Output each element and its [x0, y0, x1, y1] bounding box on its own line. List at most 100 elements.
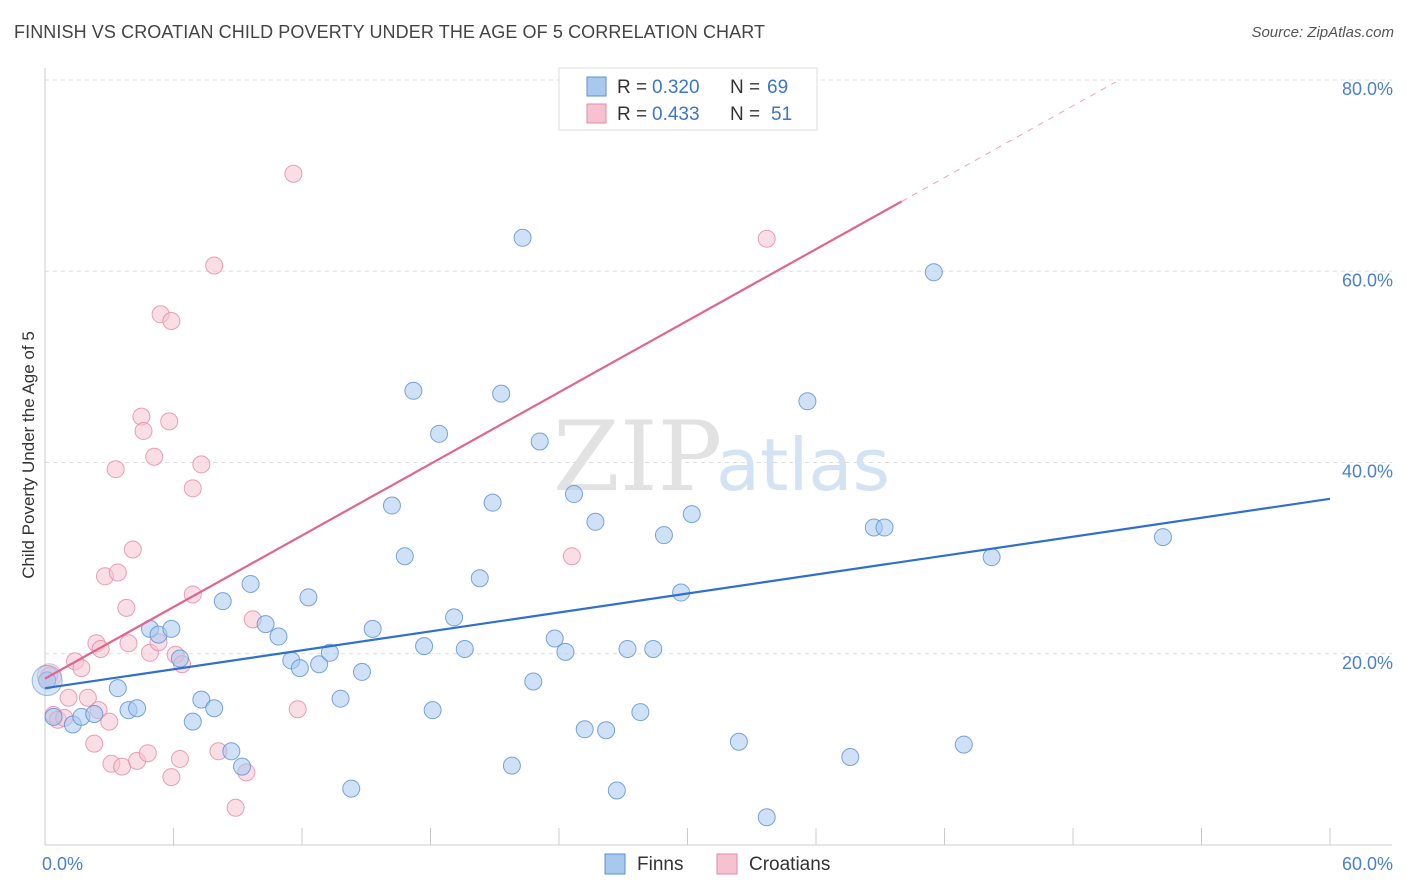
legend-croatians-r-label: R = [617, 104, 647, 125]
chart-source: Source: ZipAtlas.com [1251, 24, 1394, 41]
legend-croatians-r-value: 0.433 [652, 104, 700, 125]
point-croatians [757, 229, 776, 248]
point-finns [654, 526, 673, 545]
point-finns [256, 615, 275, 634]
point-croatians [226, 798, 245, 817]
legend-croatians-n-value: 51 [771, 104, 792, 125]
point-finns [530, 432, 549, 451]
point-finns [342, 779, 361, 798]
point-finns [108, 679, 127, 698]
point-finns [875, 518, 894, 537]
point-finns [564, 485, 583, 504]
point-finns [310, 655, 329, 674]
trend-line-croatians-extension [901, 81, 1117, 202]
point-finns [299, 588, 318, 607]
series-croatians-points [36, 164, 776, 817]
point-finns [415, 637, 434, 656]
point-finns [363, 619, 382, 638]
y-tick-labels: 20.0% 40.0% 60.0% 80.0% [1342, 79, 1393, 673]
point-croatians [59, 688, 78, 707]
point-finns [798, 392, 817, 411]
point-croatians [183, 479, 202, 498]
legend-swatch-croatians [586, 103, 607, 124]
legend-swatch-finns [586, 76, 607, 97]
point-finns [597, 721, 616, 740]
point-finns [502, 756, 521, 775]
point-finns [545, 629, 564, 648]
point-croatians [160, 412, 179, 431]
point-finns [757, 808, 776, 827]
series-finns-points [31, 228, 1172, 827]
point-finns [841, 748, 860, 767]
point-croatians [108, 563, 127, 582]
point-finns [682, 505, 701, 524]
bottom-legend-swatch-croatians [716, 853, 738, 875]
point-croatians [145, 447, 164, 466]
x-tick-label: 60.0% [1342, 854, 1393, 874]
point-finns [575, 720, 594, 739]
point-croatians [170, 749, 189, 768]
point-finns [233, 757, 252, 776]
bottom-legend-swatch-finns [604, 853, 626, 875]
point-croatians [113, 757, 132, 776]
point-croatians [123, 540, 142, 559]
trend-line-finns [44, 497, 1331, 690]
point-finns [445, 608, 464, 627]
point-finns [492, 384, 511, 403]
legend-finns-r-label: R = [617, 77, 647, 98]
point-finns [395, 547, 414, 566]
point-finns [524, 672, 543, 691]
point-finns [290, 659, 309, 678]
y-tick-label: 40.0% [1342, 462, 1393, 482]
y-tick-label: 60.0% [1342, 270, 1393, 290]
point-finns [729, 732, 748, 751]
point-finns [631, 703, 650, 722]
point-croatians [134, 421, 153, 440]
y-axis-label: Child Poverty Under the Age of 5 [19, 331, 38, 579]
legend-top: R = 0.320 N = 69 R = 0.433 N = 51 [558, 67, 818, 131]
point-finns [269, 627, 288, 646]
point-croatians [78, 688, 97, 707]
point-croatians [117, 598, 136, 617]
point-finns [222, 742, 241, 761]
grid-lines [45, 79, 1392, 655]
watermark-atlas: atlas [716, 423, 890, 507]
point-finns [430, 424, 449, 443]
point-finns [162, 619, 181, 638]
point-finns [205, 699, 224, 718]
legend-finns-n-label: N = [730, 77, 760, 98]
y-tick-label: 80.0% [1342, 79, 1393, 99]
point-finns [183, 712, 202, 731]
point-croatians [562, 547, 581, 566]
point-finns [31, 665, 63, 697]
point-croatians [162, 311, 181, 330]
point-finns [85, 704, 104, 723]
point-finns [320, 643, 339, 662]
bottom-legend-finns: Finns [637, 854, 683, 875]
point-finns [382, 496, 401, 515]
watermark: ZIP atlas [553, 401, 890, 513]
point-finns [924, 263, 943, 282]
legend-finns-n-value: 69 [767, 77, 788, 98]
point-finns [607, 781, 626, 800]
point-croatians [119, 634, 138, 653]
trend-lines [44, 81, 1331, 690]
point-finns [954, 735, 973, 754]
point-finns [483, 493, 502, 512]
point-croatians [138, 744, 157, 763]
point-finns [1153, 528, 1172, 547]
legend-finns-r-value: 0.320 [652, 77, 700, 98]
point-croatians [205, 256, 224, 275]
y-tick-label: 20.0% [1342, 653, 1393, 673]
x-tick-labels: 0.0% 60.0% [42, 854, 1393, 874]
point-finns [470, 569, 489, 588]
point-croatians [72, 659, 91, 678]
point-croatians [106, 460, 125, 479]
point-finns [455, 639, 474, 658]
point-finns [213, 592, 232, 611]
point-finns [192, 690, 211, 709]
point-finns [241, 574, 260, 593]
point-croatians [85, 734, 104, 753]
bottom-legend-croatians: Croatians [749, 854, 830, 875]
